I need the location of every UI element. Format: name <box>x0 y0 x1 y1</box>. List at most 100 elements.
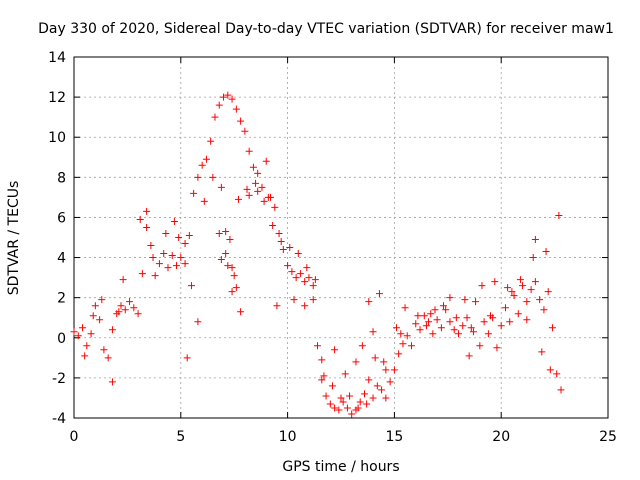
data-point <box>217 256 225 264</box>
x-tick-label: 20 <box>492 429 510 445</box>
data-point <box>484 330 492 338</box>
data-point <box>237 117 245 125</box>
data-point <box>177 254 185 262</box>
y-axis-label: SDTVAR / TECUs <box>6 181 22 296</box>
data-points <box>70 91 565 418</box>
data-point <box>264 193 272 201</box>
data-point <box>121 306 129 314</box>
data-point <box>254 187 262 195</box>
data-point <box>399 340 407 348</box>
data-point <box>81 352 89 360</box>
y-tick-label: 4 <box>57 251 66 267</box>
data-point <box>185 231 193 239</box>
data-point <box>331 404 339 412</box>
data-point <box>463 314 471 322</box>
data-point <box>296 270 304 278</box>
data-point <box>183 354 191 362</box>
data-point <box>407 342 415 350</box>
data-point <box>318 376 326 384</box>
data-point <box>322 392 330 400</box>
data-point <box>194 173 202 181</box>
data-point <box>143 207 151 215</box>
y-tick-label: -4 <box>52 411 66 427</box>
data-point <box>360 390 368 398</box>
data-point <box>339 398 347 406</box>
data-point <box>168 252 176 260</box>
data-point <box>348 410 356 418</box>
data-point <box>467 324 475 332</box>
data-point <box>446 318 454 326</box>
data-point <box>119 276 127 284</box>
data-point <box>234 195 242 203</box>
data-point <box>538 348 546 356</box>
data-point <box>446 294 454 302</box>
data-point <box>378 386 386 394</box>
x-axis-label: GPS time / hours <box>282 459 399 475</box>
data-point <box>211 113 219 121</box>
data-point <box>254 169 262 177</box>
data-point <box>245 147 253 155</box>
y-tick-label: 14 <box>48 50 66 66</box>
data-point <box>260 197 268 205</box>
data-point <box>433 316 441 324</box>
data-point <box>393 324 401 332</box>
data-point <box>126 298 134 306</box>
data-point <box>510 292 518 300</box>
data-point <box>222 227 230 235</box>
data-point <box>151 272 159 280</box>
data-point <box>365 376 373 384</box>
x-tick-label: 25 <box>599 429 617 445</box>
data-point <box>375 290 383 298</box>
data-point <box>437 324 445 332</box>
data-point <box>422 322 430 330</box>
data-point <box>354 404 362 412</box>
x-tick-label: 0 <box>70 429 79 445</box>
data-point <box>269 221 277 229</box>
data-point <box>305 274 313 282</box>
data-point <box>452 314 460 322</box>
data-point <box>83 342 91 350</box>
data-point <box>497 322 505 330</box>
data-point <box>548 324 556 332</box>
data-point <box>286 244 294 252</box>
data-point <box>326 400 334 408</box>
data-point <box>337 394 345 402</box>
data-point <box>440 302 448 310</box>
data-point <box>209 173 217 181</box>
data-point <box>202 155 210 163</box>
data-point <box>343 404 351 412</box>
data-point <box>472 298 480 306</box>
data-point <box>243 185 251 193</box>
y-tick-labels: -4 -2 0 2 4 6 8 10 12 14 <box>48 50 66 427</box>
x-tick-label: 5 <box>176 429 185 445</box>
y-tick-label: 8 <box>57 170 66 186</box>
data-point <box>412 320 420 328</box>
data-point <box>493 344 501 352</box>
data-point <box>198 161 206 169</box>
data-point <box>478 282 486 290</box>
data-point <box>523 316 531 324</box>
data-point <box>228 288 236 296</box>
data-point <box>301 302 309 310</box>
data-point <box>215 101 223 109</box>
data-point <box>217 183 225 191</box>
data-point <box>164 264 172 272</box>
data-point <box>397 330 405 338</box>
plot-frame <box>73 56 609 419</box>
data-point <box>540 306 548 314</box>
data-point <box>181 240 189 248</box>
data-point <box>459 322 467 330</box>
data-point <box>108 378 116 386</box>
data-point <box>461 296 469 304</box>
data-point <box>504 284 512 292</box>
data-point <box>70 328 78 336</box>
data-point <box>136 215 144 223</box>
data-point <box>115 308 123 316</box>
axis-ticks <box>73 56 609 419</box>
data-point <box>363 400 371 408</box>
data-point <box>226 236 234 244</box>
data-point <box>162 229 170 237</box>
data-point <box>284 262 292 270</box>
data-point <box>100 346 108 354</box>
data-point <box>175 234 183 241</box>
